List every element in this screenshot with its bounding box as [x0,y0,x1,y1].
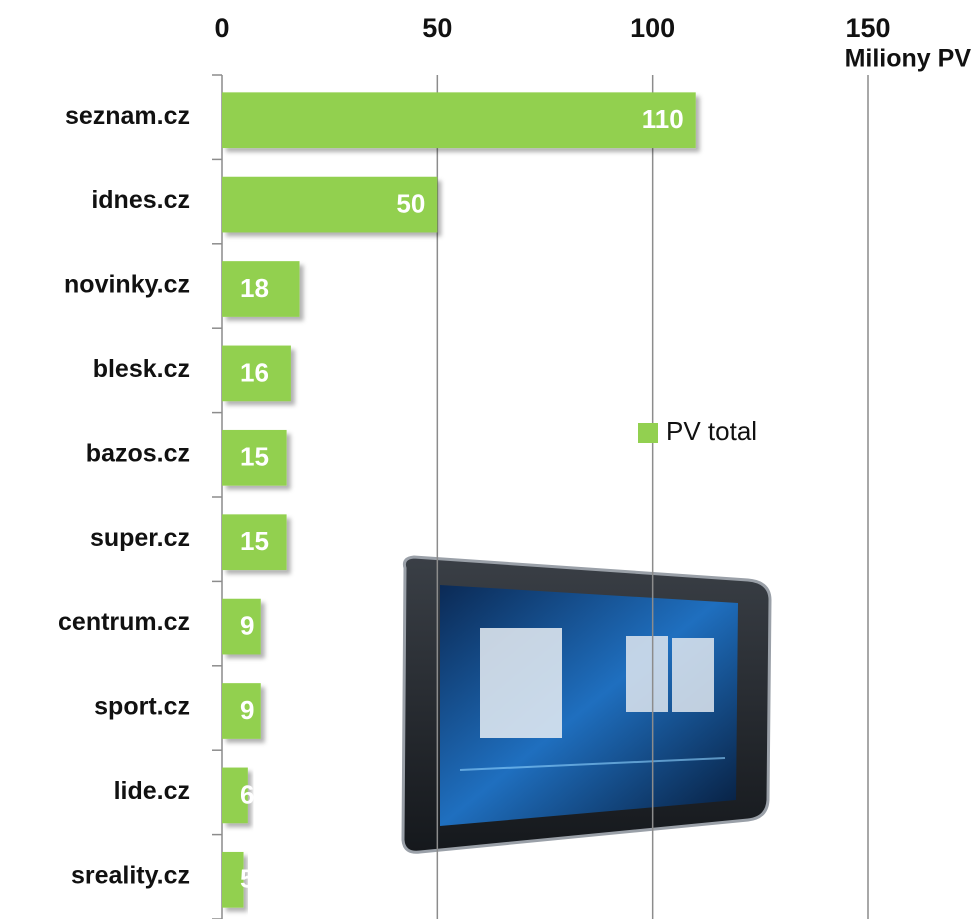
y-tick-label: super.cz [90,524,190,552]
y-tick-label: novinky.cz [64,271,190,299]
y-tick-label: lide.cz [114,777,190,805]
y-tick-label: sreality.cz [71,861,190,889]
legend-swatch [638,423,658,443]
legend-label: PV total [666,416,757,446]
y-tick-label: blesk.cz [93,355,190,383]
axis-title: Miliony PV [845,45,972,73]
chart: 0 50 100 150Miliony PV seznam.cz 110 idnes.cz 5… [0,0,973,919]
value-label: 16 [240,357,269,387]
value-label: 18 [240,273,269,303]
bar [222,92,696,148]
tablet-image [403,557,770,852]
value-label: 110 [642,104,684,134]
x-tick-label: 150 [845,13,890,43]
value-label: 9 [240,695,254,725]
value-label: 50 [396,188,425,218]
value-label: 15 [240,526,269,556]
y-tick-label: seznam.cz [65,102,190,130]
value-label: 9 [240,610,254,640]
y-tick-label: centrum.cz [58,608,190,636]
y-tick-label: sport.cz [94,693,190,721]
y-tick-label: bazos.cz [86,439,190,467]
x-tick-label: 100 [630,13,675,43]
y-tick-label: idnes.cz [91,186,190,214]
x-tick-label: 50 [422,13,452,43]
x-tick-label: 0 [214,13,229,43]
value-label: 15 [240,442,269,472]
value-label: 6 [240,779,254,809]
value-label: 5 [240,864,254,894]
